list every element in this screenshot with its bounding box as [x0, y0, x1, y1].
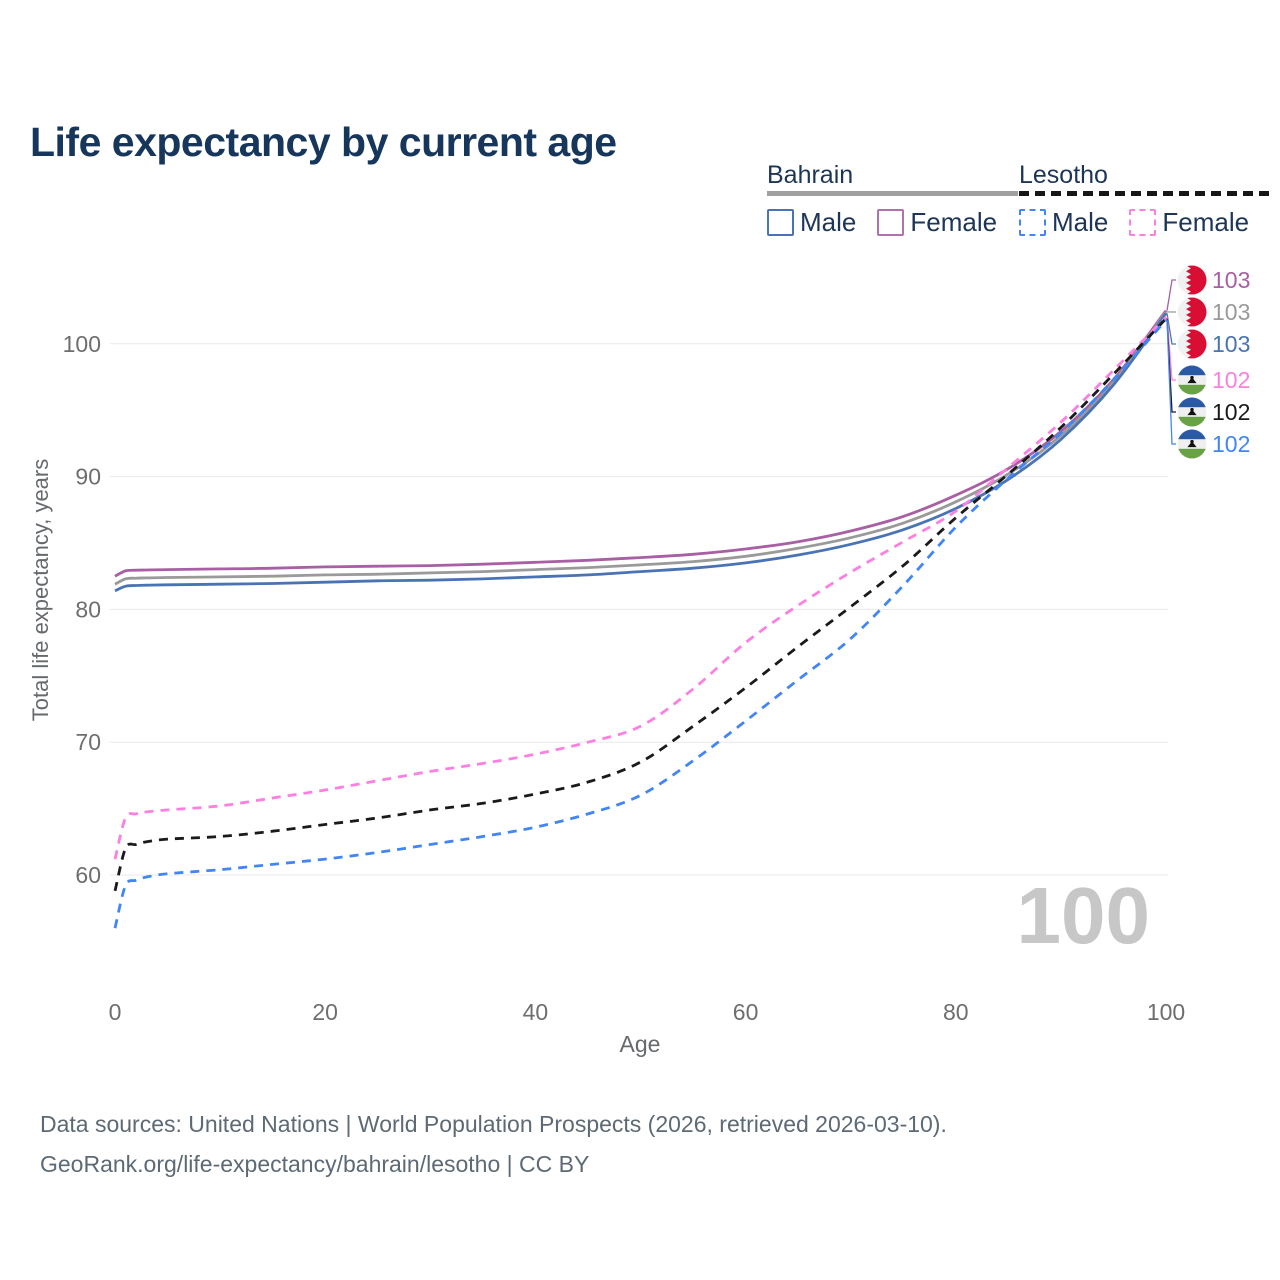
legend-lesotho-line-style: [1019, 191, 1271, 196]
legend: Bahrain Male Female Lesotho Male Female: [0, 161, 1280, 251]
series-line-lesotho-female[interactable]: [113, 316, 1167, 860]
footer-attribution: GeoRank.org/life-expectancy/bahrain/leso…: [40, 1151, 590, 1177]
y-tick-60: 60: [75, 862, 101, 888]
lesotho-flag-icon: [1177, 365, 1207, 395]
legend-item-lesotho-female[interactable]: Female: [1129, 207, 1249, 238]
bahrain-flag-icon: [1177, 329, 1207, 359]
legend-item-bahrain-male[interactable]: Male: [767, 207, 856, 238]
legend-swatch-bahrain-male: [767, 209, 794, 236]
series-line-bahrain-female[interactable]: [114, 309, 1168, 578]
end-value-label-bahrain-male: 103: [1212, 331, 1250, 357]
x-tick-100: 100: [1147, 999, 1185, 1025]
y-tick-70: 70: [75, 729, 101, 755]
x-tick-20: 20: [312, 999, 338, 1025]
legend-label: Male: [1052, 207, 1109, 237]
series-line-lesotho-male[interactable]: [113, 318, 1168, 929]
legend-item-lesotho-male[interactable]: Male: [1019, 207, 1108, 238]
line-chart-canvas: 60 70 80 90 100 Total life expectancy, years 0…: [28, 265, 1250, 1057]
x-tick-80: 80: [943, 999, 969, 1025]
y-tick-80: 80: [75, 596, 101, 622]
footer: Data sources: United Nations | World Pop…: [40, 1104, 947, 1184]
age-counter-watermark: 100: [1017, 871, 1150, 960]
legend-country-lesotho: Lesotho: [1019, 161, 1108, 189]
page-title: Life expectancy by current age: [30, 119, 617, 166]
end-value-label-lesotho-male: 102: [1212, 431, 1250, 457]
end-value-label-lesotho-both-sexes: 102: [1212, 399, 1250, 425]
x-tick-60: 60: [733, 999, 759, 1025]
legend-bahrain-line-style: [767, 191, 1019, 196]
end-label-connector: [1166, 313, 1176, 345]
y-tick-90: 90: [75, 464, 101, 490]
legend-label: Male: [800, 207, 857, 237]
legend-country-bahrain: Bahrain: [767, 161, 854, 189]
x-tick-0: 0: [109, 999, 122, 1025]
y-axis-label: Total life expectancy, years: [28, 459, 53, 722]
bahrain-flag-icon: [1177, 265, 1207, 295]
bahrain-flag-icon: [1177, 297, 1207, 327]
end-value-label-bahrain-female: 103: [1212, 267, 1250, 293]
series-line-bahrain-both-sexes[interactable]: [114, 311, 1168, 586]
legend-group-lesotho: Lesotho Male Female: [1019, 161, 1271, 238]
end-label-connector: [1166, 279, 1176, 311]
end-value-label-lesotho-female: 102: [1212, 367, 1250, 393]
lesotho-flag-icon: [1177, 397, 1207, 427]
legend-item-bahrain-female[interactable]: Female: [877, 207, 997, 238]
series-line-bahrain-male[interactable]: [114, 312, 1168, 593]
end-value-label-bahrain-both-sexes: 103: [1212, 299, 1250, 325]
y-tick-100: 100: [63, 331, 101, 357]
x-axis-label: Age: [620, 1031, 661, 1057]
legend-label: Female: [1162, 207, 1250, 237]
end-label-connector: [1166, 319, 1176, 445]
legend-swatch-lesotho-male: [1019, 209, 1046, 236]
legend-swatch-bahrain-female: [877, 209, 905, 236]
lesotho-flag-icon: [1177, 429, 1207, 459]
series-line-lesotho-both-sexes[interactable]: [113, 317, 1168, 892]
legend-swatch-lesotho-female: [1129, 209, 1157, 236]
x-tick-40: 40: [523, 999, 549, 1025]
legend-label: Female: [910, 207, 998, 237]
footer-data-sources: Data sources: United Nations | World Pop…: [40, 1111, 947, 1137]
legend-group-bahrain: Bahrain Male Female: [767, 161, 1019, 238]
